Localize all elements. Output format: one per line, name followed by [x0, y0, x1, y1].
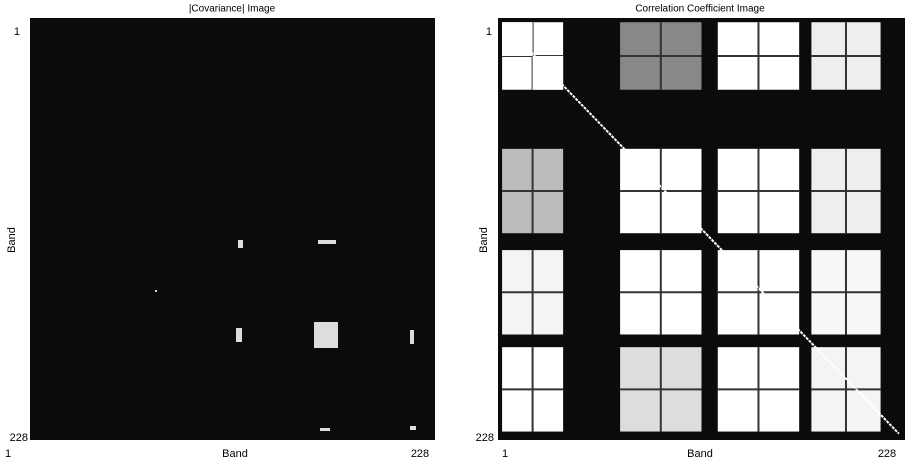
- spot: [314, 322, 338, 348]
- spot: [238, 240, 243, 248]
- x-axis-label: Band: [222, 448, 248, 460]
- spot: [155, 290, 157, 292]
- panel-title: Correlation Coefficient Image: [635, 4, 765, 15]
- spot: [320, 428, 330, 431]
- panel-title: |Covariance| Image: [189, 4, 276, 15]
- y-tick-label: 228: [476, 432, 494, 444]
- spot: [410, 330, 414, 344]
- covariance-image: [30, 18, 435, 440]
- panel-covariance: |Covariance| Image Band 1 228 1 Band 228: [5, 4, 435, 460]
- x-axis-label: Band: [687, 448, 713, 460]
- block: [533, 56, 564, 90]
- y-axis-label: Band: [6, 227, 18, 253]
- y-tick-label: 1: [14, 26, 20, 38]
- x-tick-label: 1: [502, 448, 508, 460]
- x-tick-label: 1: [5, 448, 11, 460]
- x-tick-label: 228: [878, 448, 896, 460]
- spot: [236, 328, 242, 342]
- figure: |Covariance| Image Band 1 228 1 Band 228…: [0, 0, 916, 465]
- x-tick-label: 228: [411, 448, 429, 460]
- y-axis-label: Band: [478, 227, 490, 253]
- panel-correlation: Correlation Coefficient Image Band 1 228…: [476, 4, 905, 460]
- spot: [318, 240, 336, 244]
- spot: [410, 426, 416, 430]
- y-tick-label: 228: [10, 432, 28, 444]
- y-tick-label: 1: [486, 26, 492, 38]
- correlation-blocks: [502, 22, 899, 433]
